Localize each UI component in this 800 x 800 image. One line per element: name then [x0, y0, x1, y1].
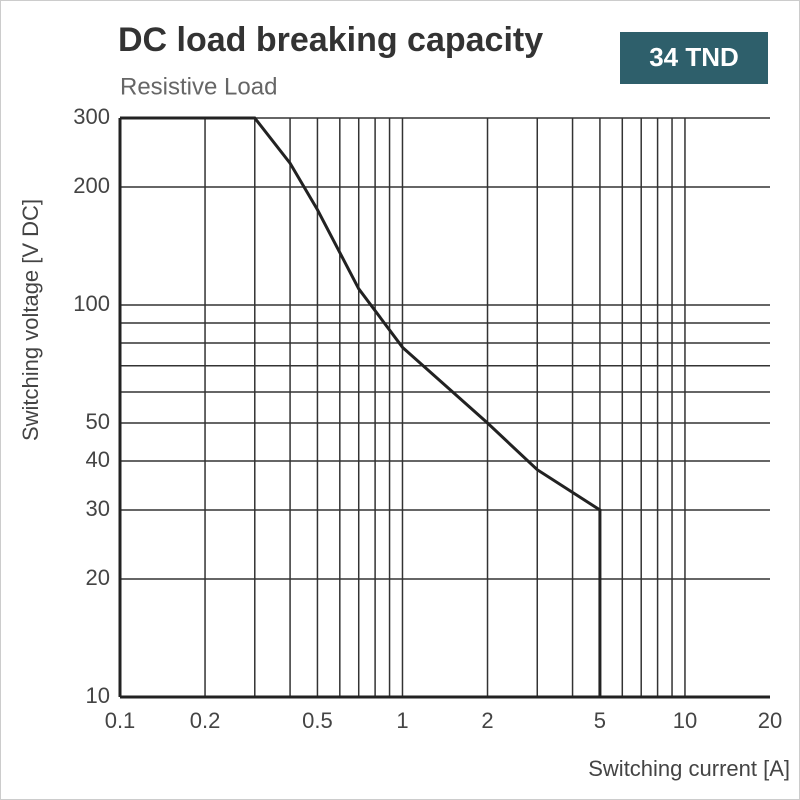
y-tick-label: 300 — [73, 104, 110, 129]
x-tick-label: 5 — [594, 708, 606, 733]
y-tick-label: 10 — [86, 683, 110, 708]
chart-subtitle: Resistive Load — [120, 73, 277, 100]
y-tick-label: 100 — [73, 291, 110, 316]
y-tick-label: 40 — [86, 447, 110, 472]
x-tick-label: 1 — [396, 708, 408, 733]
y-tick-label: 50 — [86, 409, 110, 434]
x-tick-label: 0.1 — [105, 708, 136, 733]
x-tick-label: 2 — [481, 708, 493, 733]
x-tick-label: 0.5 — [302, 708, 333, 733]
chart-title: DC load breaking capacity — [118, 21, 543, 59]
y-tick-label: 200 — [73, 173, 110, 198]
y-tick-label: 30 — [86, 496, 110, 521]
badge — [620, 32, 768, 84]
data-line — [120, 116, 602, 697]
x-tick-label: 20 — [758, 708, 782, 733]
y-tick-label: 20 — [86, 565, 110, 590]
x-axis-label: Switching current [A] — [588, 756, 790, 781]
x-tick-label: 10 — [673, 708, 697, 733]
badge-text: 34 TND — [649, 42, 739, 72]
x-tick-label: 0.2 — [190, 708, 221, 733]
y-axis-label: Switching voltage [V DC] — [18, 199, 43, 441]
